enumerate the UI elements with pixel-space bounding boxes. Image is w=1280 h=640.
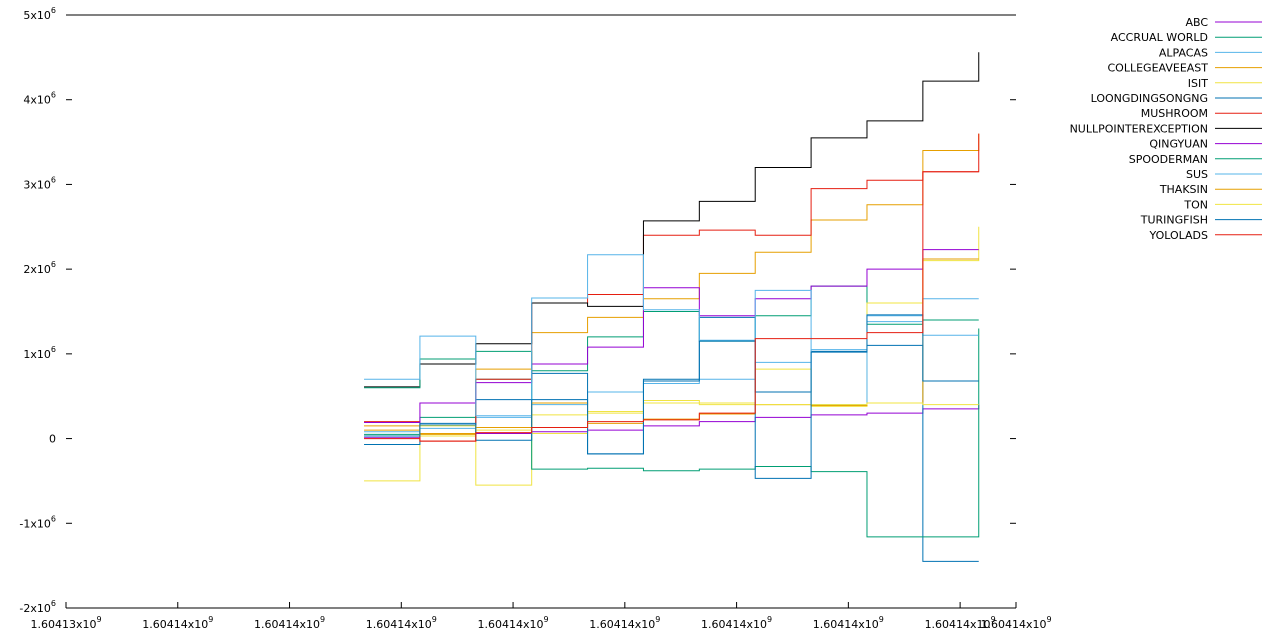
series-line-alpacas	[364, 298, 979, 433]
y-tick-label: 3x106	[23, 175, 56, 191]
legend-label: TURINGFISH	[1140, 214, 1208, 227]
y-tick-label: 4x106	[23, 91, 56, 107]
series-line-collegeaveeast	[364, 133, 980, 435]
y-tick-label: 5x106	[23, 6, 56, 22]
axes: -2x106 -1x106 0 1x106 2x106 3x106 4x106 5x106 1.…	[19, 6, 1051, 631]
x-tick-label: 1.60414x109	[701, 615, 772, 631]
legend-label: ACCRUAL WORLD	[1111, 31, 1208, 44]
x-tick-label: 1.60413x109	[30, 615, 101, 631]
legend-label: LOONGDINGSONGNG	[1091, 92, 1208, 105]
series-line-thaksin	[364, 258, 979, 434]
x-tick-label: 1.60414x109	[254, 615, 325, 631]
legend-label: MUSHROOM	[1141, 107, 1208, 120]
legend-label: THAKSIN	[1159, 183, 1208, 196]
legend: ABC ACCRUAL WORLD ALPACAS COLLEGEAVEEAST ISI…	[1070, 16, 1262, 242]
legend-label: YOLOLADS	[1148, 229, 1208, 242]
series-line-loongdingsongng	[364, 316, 979, 562]
y-tick-label: 1x106	[23, 345, 56, 361]
series-line-turingfish	[364, 314, 979, 479]
x-tick-label: 1.60414x109	[478, 615, 549, 631]
x-tick-label: 1.60414x109	[925, 615, 996, 631]
legend-label: ISIT	[1188, 77, 1208, 90]
series-line-accrual-world	[364, 285, 979, 435]
series-layer	[364, 52, 980, 562]
series-line-sus	[364, 254, 979, 417]
y-tick-label: -1x106	[19, 514, 56, 530]
legend-label: SUS	[1186, 168, 1208, 181]
legend-label: ALPACAS	[1159, 46, 1208, 59]
x-tick-label: 1.60414x109	[813, 615, 884, 631]
legend-label: TON	[1183, 198, 1208, 211]
series-line-yololads	[364, 171, 979, 442]
series-line-spooderman	[364, 328, 980, 538]
y-tick-label: 2x106	[23, 260, 56, 276]
legend-label: ABC	[1185, 16, 1208, 29]
legend-label: COLLEGEAVEEAST	[1108, 62, 1209, 75]
series-line-isit	[364, 226, 980, 486]
series-line-nullpointerexception	[364, 52, 980, 388]
legend-label: SPOODERMAN	[1129, 153, 1208, 166]
x-tick-label: 1.60414x109	[980, 615, 1051, 631]
x-tick-label: 1.60414x109	[589, 615, 660, 631]
y-tick-label: -2x106	[19, 599, 56, 615]
legend-label: NULLPOINTEREXCEPTION	[1070, 122, 1208, 135]
series-line-abc	[364, 404, 980, 439]
x-tick-label: 1.60414x109	[142, 615, 213, 631]
y-tick-label: 0	[49, 433, 56, 446]
legend-label: QINGYUAN	[1149, 138, 1208, 151]
x-tick-label: 1.60414x109	[366, 615, 437, 631]
